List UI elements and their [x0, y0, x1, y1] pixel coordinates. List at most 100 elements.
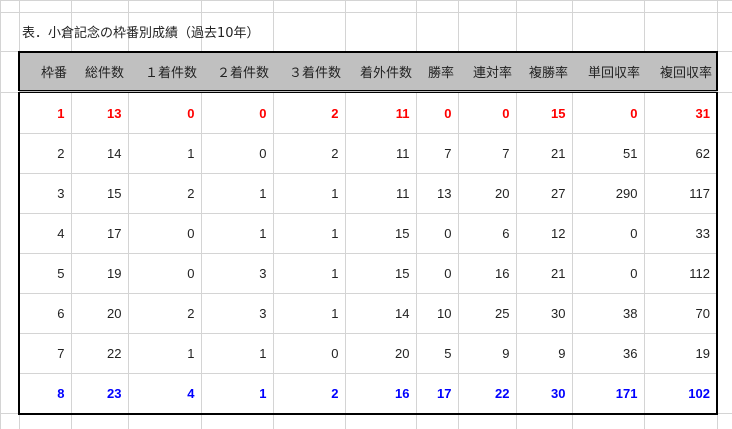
table-cell[interactable]: 3	[19, 173, 72, 214]
table-cell[interactable]: 112	[644, 253, 717, 294]
table-cell[interactable]: 11	[345, 173, 417, 214]
table-cell[interactable]: 1	[128, 133, 202, 174]
table-cell[interactable]: 9	[458, 333, 517, 374]
table-cell[interactable]: 1	[201, 333, 274, 374]
table-cell[interactable]: 14	[345, 293, 417, 334]
table-cell[interactable]: 0	[128, 91, 202, 134]
table-cell[interactable]: 15	[345, 253, 417, 294]
table-cell[interactable]: 3	[201, 293, 274, 334]
table-cell[interactable]: 22	[458, 373, 517, 414]
table-cell[interactable]: 12	[516, 213, 573, 254]
table-cell[interactable]: 1	[273, 293, 346, 334]
column-header[interactable]: 枠番	[19, 52, 71, 93]
table-cell[interactable]: 20	[345, 333, 417, 374]
table-cell[interactable]: 1	[273, 173, 346, 214]
table-cell[interactable]: 0	[572, 213, 645, 254]
table-cell[interactable]: 14	[71, 133, 129, 174]
table-cell[interactable]: 15	[345, 213, 417, 254]
table-cell[interactable]: 13	[416, 173, 459, 214]
table-cell[interactable]: 6	[19, 293, 72, 334]
table-cell[interactable]: 1	[128, 333, 202, 374]
table-cell[interactable]: 7	[416, 133, 459, 174]
table-cell[interactable]: 19	[71, 253, 129, 294]
table-cell[interactable]: 33	[644, 213, 717, 254]
table-cell[interactable]: 3	[201, 253, 274, 294]
table-cell[interactable]: 16	[345, 373, 417, 414]
table-cell[interactable]: 21	[516, 133, 573, 174]
column-header[interactable]: 単回収率	[572, 52, 644, 93]
table-cell[interactable]: 0	[273, 333, 346, 374]
table-cell[interactable]: 102	[644, 373, 717, 414]
table-cell[interactable]: 10	[416, 293, 459, 334]
table-cell[interactable]: 0	[416, 91, 459, 134]
table-cell[interactable]: 17	[416, 373, 459, 414]
table-cell[interactable]: 13	[71, 91, 129, 134]
table-cell[interactable]: 25	[458, 293, 517, 334]
table-cell[interactable]: 0	[128, 213, 202, 254]
table-cell[interactable]: 2	[273, 373, 346, 414]
table-cell[interactable]: 0	[572, 253, 645, 294]
table-cell[interactable]: 4	[128, 373, 202, 414]
table-cell[interactable]: 15	[516, 91, 573, 134]
table-cell[interactable]: 2	[273, 133, 346, 174]
table-cell[interactable]: 16	[458, 253, 517, 294]
table-cell[interactable]: 7	[458, 133, 517, 174]
table-cell[interactable]: 27	[516, 173, 573, 214]
table-cell[interactable]: 20	[71, 293, 129, 334]
table-cell[interactable]: 62	[644, 133, 717, 174]
table-cell[interactable]: 36	[572, 333, 645, 374]
table-cell[interactable]: 2	[128, 293, 202, 334]
table-cell[interactable]: 11	[345, 133, 417, 174]
table-cell[interactable]: 11	[345, 91, 417, 134]
table-cell[interactable]: 9	[516, 333, 573, 374]
table-cell[interactable]: 70	[644, 293, 717, 334]
table-cell[interactable]: 1	[201, 173, 274, 214]
table-cell[interactable]: 171	[572, 373, 645, 414]
table-cell[interactable]: 1	[273, 253, 346, 294]
table-cell[interactable]: 117	[644, 173, 717, 214]
table-cell[interactable]: 1	[201, 373, 274, 414]
table-cell[interactable]: 4	[19, 213, 72, 254]
table-cell[interactable]: 1	[201, 213, 274, 254]
table-cell[interactable]: 38	[572, 293, 645, 334]
table-cell[interactable]: 5	[416, 333, 459, 374]
table-cell[interactable]: 6	[458, 213, 517, 254]
table-cell[interactable]: 15	[71, 173, 129, 214]
column-header[interactable]: ２着件数	[201, 52, 273, 93]
table-cell[interactable]: 0	[572, 91, 645, 134]
table-cell[interactable]: 31	[695, 105, 710, 121]
column-header[interactable]: 着外件数	[345, 52, 416, 93]
table-cell[interactable]: 7	[19, 333, 72, 374]
column-header[interactable]: １着件数	[128, 52, 201, 93]
table-cell[interactable]: 8	[19, 373, 72, 414]
table-cell[interactable]: 17	[71, 213, 129, 254]
table-row: 1 13 0 0 2 11 0 0 15 0 31	[19, 91, 717, 134]
column-header[interactable]: 総件数	[71, 52, 128, 93]
table-cell[interactable]: 290	[572, 173, 645, 214]
table-cell[interactable]: 5	[19, 253, 72, 294]
table-cell[interactable]: 2	[273, 91, 346, 134]
column-header[interactable]: 複勝率	[516, 52, 572, 93]
column-header[interactable]: 連対率	[458, 52, 516, 93]
table-cell[interactable]: 0	[201, 133, 274, 174]
table-cell[interactable]: 1	[19, 91, 72, 134]
table-cell[interactable]: 1	[273, 213, 346, 254]
table-cell[interactable]: 19	[644, 333, 717, 374]
table-cell[interactable]: 23	[71, 373, 129, 414]
table-cell[interactable]: 0	[201, 91, 274, 134]
table-cell[interactable]: 51	[572, 133, 645, 174]
column-header[interactable]: 複回収率	[644, 52, 717, 93]
table-cell[interactable]: 0	[416, 213, 459, 254]
table-cell[interactable]: 21	[516, 253, 573, 294]
column-header[interactable]: 勝率	[416, 52, 458, 93]
table-cell[interactable]: 0	[128, 253, 202, 294]
table-cell[interactable]: 22	[71, 333, 129, 374]
table-cell[interactable]: 30	[516, 293, 573, 334]
table-cell[interactable]: 0	[458, 91, 517, 134]
table-cell[interactable]: 2	[128, 173, 202, 214]
column-header[interactable]: ３着件数	[273, 52, 345, 93]
table-cell[interactable]: 20	[458, 173, 517, 214]
table-cell[interactable]: 30	[516, 373, 573, 414]
table-cell[interactable]: 0	[416, 253, 459, 294]
table-cell[interactable]: 2	[19, 133, 72, 174]
